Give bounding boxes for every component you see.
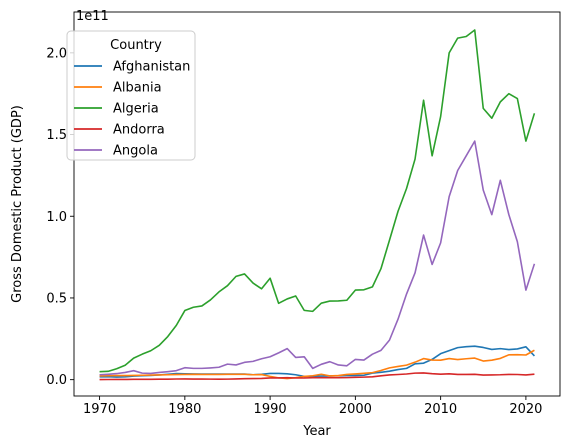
legend-title: Country — [110, 38, 162, 53]
series-line-algeria — [99, 29, 536, 373]
series-line-albania — [99, 349, 535, 380]
plot-frame — [73, 11, 561, 397]
y-axis-label: Gross Domestic Product (GDP) — [10, 105, 25, 303]
legend-label-albania: Albania — [113, 81, 162, 96]
x-tick-label: 2020 — [509, 402, 542, 417]
y-tick-label: 0.0 — [46, 373, 67, 388]
y-tick-label: 1.5 — [46, 128, 67, 143]
legend-label-afghanistan: Afghanistan — [113, 60, 190, 75]
x-tick-label: 1970 — [83, 402, 116, 417]
y-tick-label: 0.5 — [46, 291, 67, 306]
legend-label-andorra: Andorra — [113, 123, 165, 138]
legend: Country Afghanistan Albania Algeria Andorra… — [66, 30, 196, 161]
series-lines — [99, 29, 536, 381]
legend-label-algeria: Algeria — [113, 102, 159, 117]
legend-entries: Afghanistan Albania Algeria Andorra Angola — [74, 60, 190, 159]
x-tick-label: 1980 — [168, 402, 201, 417]
y-tick-label: 2.0 — [46, 46, 67, 61]
y-offset-label: 1e11 — [76, 9, 109, 24]
x-axis-label: Year — [302, 424, 331, 439]
legend-label-angola: Angola — [113, 144, 158, 159]
y-tick-label: 1.0 — [46, 210, 67, 225]
x-tick-label: 1990 — [254, 402, 287, 417]
series-line-angola — [99, 140, 536, 376]
x-axis-ticks: 1970 1980 1990 2000 2010 2020 — [83, 396, 542, 417]
x-tick-label: 2010 — [424, 402, 457, 417]
x-tick-label: 2000 — [339, 402, 372, 417]
series-line-andorra — [99, 372, 535, 381]
y-axis-ticks: 0.0 0.5 1.0 1.5 2.0 — [46, 46, 74, 388]
legend-box — [66, 30, 196, 161]
